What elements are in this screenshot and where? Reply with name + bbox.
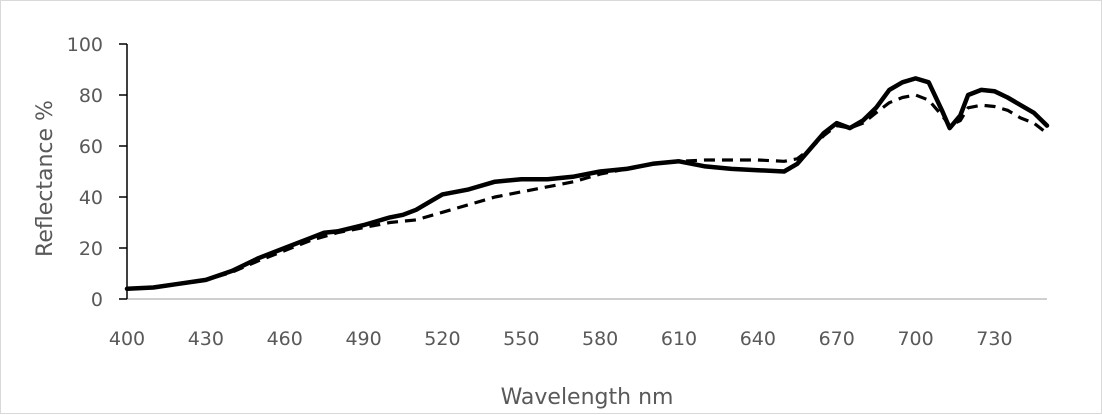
x-tick-label: 640 xyxy=(740,328,776,350)
y-tick-label: 40 xyxy=(79,187,103,209)
y-axis-ticks: 0 20 40 60 80 100 xyxy=(67,34,127,311)
y-tick-label: 80 xyxy=(79,85,103,107)
y-tick-label: 60 xyxy=(79,136,103,158)
axes xyxy=(126,44,1047,300)
x-tick-label: 430 xyxy=(188,328,224,350)
x-tick-label: 610 xyxy=(661,328,697,350)
x-tick-label: 670 xyxy=(819,328,855,350)
x-tick-label: 580 xyxy=(582,328,618,350)
x-tick-label: 520 xyxy=(424,328,460,350)
x-tick-label: 490 xyxy=(345,328,381,350)
y-tick-label: 20 xyxy=(79,238,103,260)
x-tick-label: 400 xyxy=(109,328,145,350)
x-tick-label: 550 xyxy=(503,328,539,350)
x-axis-ticks: 400 430 460 490 520 550 580 610 640 670 700 730 xyxy=(109,328,1013,350)
x-axis-title: Wavelength nm xyxy=(501,385,674,410)
y-tick-label: 100 xyxy=(67,34,103,56)
series-line-dashed xyxy=(126,93,1048,291)
series-line-solid xyxy=(124,76,1050,292)
x-tick-label: 460 xyxy=(267,328,303,350)
x-tick-label: 730 xyxy=(976,328,1012,350)
x-tick-label: 700 xyxy=(897,328,933,350)
y-axis-title: Reflectance % xyxy=(33,100,58,257)
y-tick-label: 0 xyxy=(91,289,103,311)
plot-lines xyxy=(124,76,1050,292)
